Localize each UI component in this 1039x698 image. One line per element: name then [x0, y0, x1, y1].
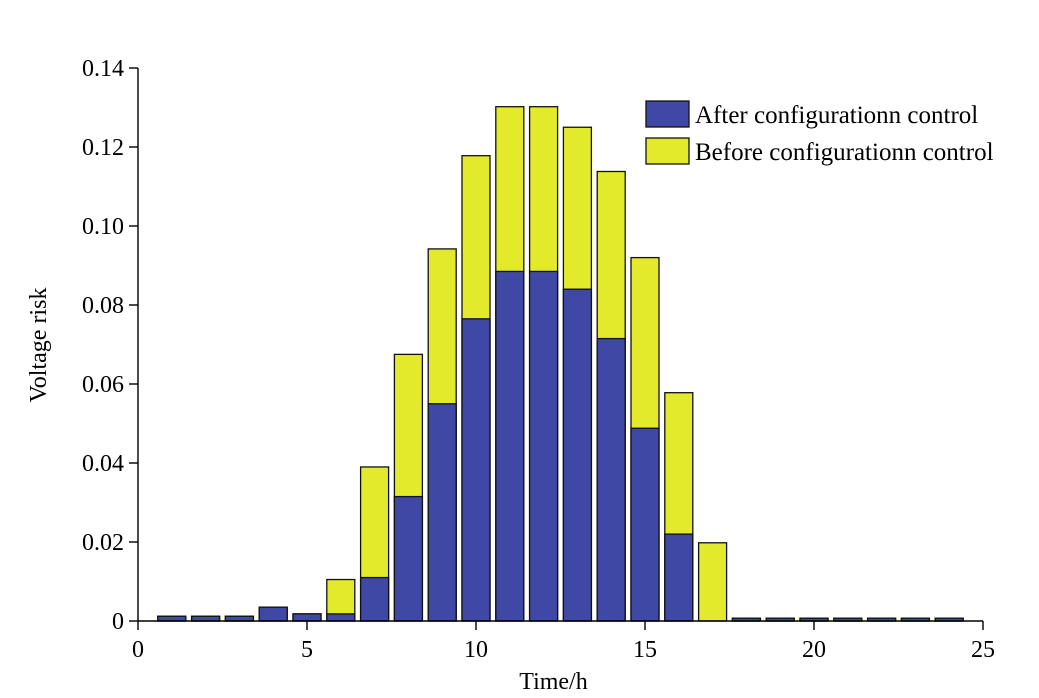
y-tick-label-4: 0.08 [82, 293, 124, 319]
bar-after-14 [596, 337, 626, 622]
y-tick-label-1: 0.02 [82, 530, 124, 556]
x-tick-label-10: 10 [464, 637, 488, 663]
x-axis-title: Time/h [519, 669, 587, 695]
bar-after-9 [427, 403, 457, 622]
bar-after-16 [664, 533, 694, 622]
legend-label-before: Before configurationn control [695, 139, 994, 166]
y-ticks-layer: 0 0.02 0.04 0.06 0.08 0.10 0.12 0.14 [82, 56, 138, 635]
bar-after-10 [461, 318, 491, 622]
bar-after-1 [157, 615, 187, 622]
y-axis-title: Voltage risk [26, 288, 52, 403]
x-tick-label-15: 15 [633, 637, 657, 663]
bar-after-5 [292, 613, 322, 622]
bar-after-2 [190, 615, 221, 622]
legend: After configurationn control Before conf… [645, 100, 994, 166]
bars-layer [157, 106, 964, 622]
x-tick-label-20: 20 [802, 637, 826, 663]
x-tick-label-25: 25 [971, 637, 995, 663]
legend-swatch-after [645, 100, 690, 128]
bar-after-8 [393, 495, 424, 622]
bar-after-13 [562, 288, 593, 622]
y-tick-label-3: 0.06 [82, 372, 124, 398]
axes-layer [137, 68, 983, 622]
x-tick-label-5: 5 [301, 637, 313, 663]
bar-after-4 [258, 606, 288, 622]
x-tick-label-0: 0 [132, 637, 144, 663]
bar-after-11 [495, 270, 525, 622]
y-tick-label-7: 0.14 [82, 56, 124, 82]
y-tick-label-6: 0.12 [82, 135, 124, 161]
bar-after-7 [359, 576, 390, 622]
bar-after-12 [528, 270, 559, 622]
y-tick-label-5: 0.10 [82, 214, 124, 240]
bar-after-6 [326, 613, 356, 622]
x-ticks-layer: 0 5 10 15 20 25 [132, 621, 995, 663]
bar-after-15 [630, 427, 660, 622]
legend-swatch-before [645, 137, 690, 165]
bar-before-17 [697, 542, 728, 622]
bar-after-3 [224, 615, 255, 622]
y-tick-label-2: 0.04 [82, 451, 124, 477]
y-tick-label-0: 0 [112, 609, 124, 635]
legend-label-after: After configurationn control [695, 102, 978, 129]
